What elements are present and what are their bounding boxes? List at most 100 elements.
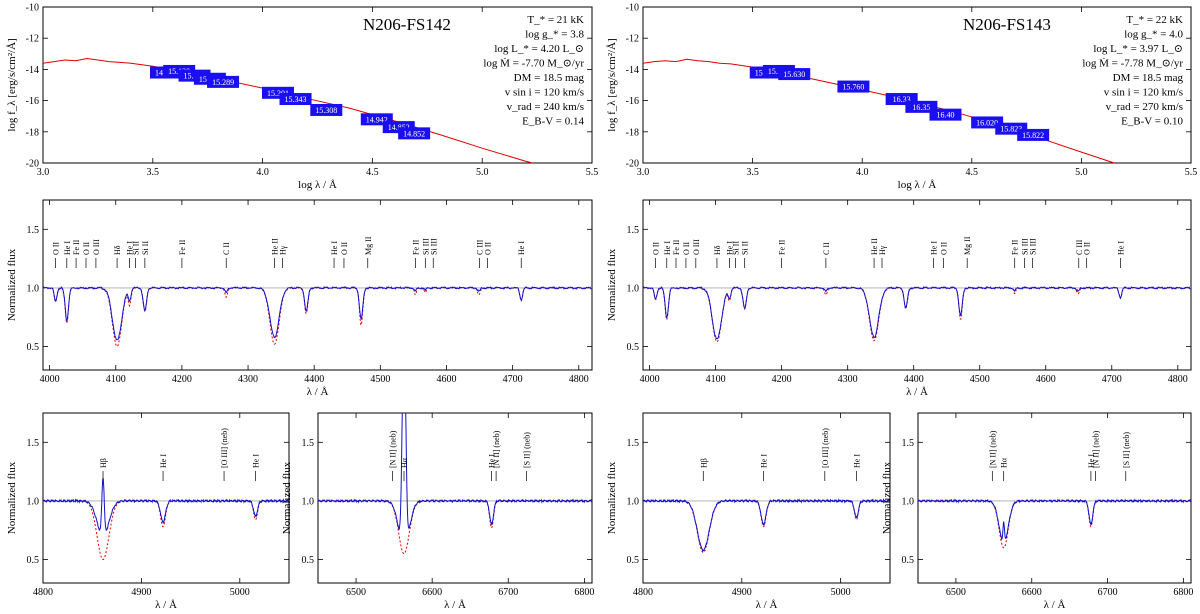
photometry-point (382, 121, 415, 134)
line-id-label: He I (126, 241, 135, 255)
line-id-label: He I (1116, 241, 1125, 255)
observed-spectrum (43, 286, 592, 341)
model-spectrum (318, 500, 592, 555)
y-tick-label: 1.0 (627, 283, 640, 294)
line-id-label: He II (870, 238, 879, 255)
x-tick-label: 4800 (569, 374, 589, 385)
y-tick-label: 1.0 (27, 283, 40, 294)
photometry-label: 15.823 (1000, 125, 1022, 134)
line-id-label: Hδ (113, 245, 122, 255)
line-id-label: Hγ (278, 245, 287, 255)
line-id-label: Hβ (99, 458, 108, 468)
x-tick-label: 4500 (370, 374, 390, 385)
y-tick-label: -18 (26, 127, 39, 138)
photometry-point (971, 116, 1004, 129)
y-tick-label: -20 (626, 159, 639, 170)
line-id-label: Mg II (963, 236, 972, 255)
line-id-label: [N II] (neb) (389, 430, 398, 468)
photometry-point (905, 100, 938, 113)
line-id-label: Fe II (411, 239, 420, 255)
x-tick-label: 4400 (904, 374, 924, 385)
y-tick-label: 1.5 (302, 438, 315, 449)
line-id-label: Hγ (878, 245, 887, 255)
y-tick-label: 1.5 (627, 225, 640, 236)
line-id-label: Fe II (1011, 239, 1020, 255)
x-tick-label: 5000 (230, 587, 250, 598)
stellar-parameter: DM = 18.5 mag (1113, 72, 1184, 84)
stellar-parameter: log L_* = 4.20 L_⊙ (494, 43, 584, 55)
photometry-point (279, 93, 312, 106)
y-axis-label: log f_λ [erg/s/cm²/Å] (606, 38, 618, 131)
x-tick-label: 4300 (238, 374, 258, 385)
plot-frame (42, 6, 593, 164)
photometry-label: 14.852 (403, 129, 425, 138)
y-tick-label: -20 (26, 159, 39, 170)
y-axis-label: Normalized flux (6, 461, 18, 534)
line-id-label: O III (692, 239, 701, 255)
line-id-label: O II (340, 242, 349, 255)
x-tick-label: 4200 (172, 374, 192, 385)
plot-frame (642, 412, 891, 584)
panel-halpha-n206-fs142: 6500 6600 6700 6800 0.5 1.0 1.5 λ / Å Normalized… (281, 412, 594, 611)
observed-spectrum (918, 498, 1191, 541)
stellar-parameter: DM = 18.5 mag (514, 72, 585, 84)
line-id-label: O II (682, 242, 691, 255)
y-tick-label: 0.5 (627, 342, 640, 353)
line-id-label: He I (663, 241, 672, 255)
x-tick-label: 6700 (1098, 587, 1118, 598)
x-tick-label: 4800 (633, 587, 653, 598)
x-tick-label: 4600 (1036, 374, 1056, 385)
photometry-label: 15.308 (315, 106, 337, 115)
y-tick-label: 0.5 (302, 555, 315, 566)
line-id-label: He II (271, 238, 280, 255)
stellar-parameter: v_rad = 270 km/s (1106, 101, 1183, 113)
y-axis-label: Normalized flux (6, 248, 18, 321)
panel-hbeta-n206-fs143: 4800 4900 5000 0.5 1.0 1.5 λ / Å Normalized flu… (606, 412, 891, 611)
line-id-label: [O III] (neb) (220, 428, 229, 468)
y-tick-label: -14 (26, 65, 39, 76)
stellar-parameter: T_* = 22 kK (1126, 14, 1183, 26)
line-id-label: C III (476, 239, 485, 255)
line-id-label: [N II] (neb) (988, 430, 997, 468)
line-id-label: [N II] (neb) (492, 430, 501, 468)
photometry-point (837, 80, 870, 93)
photometry-point (207, 75, 240, 88)
x-tick-label: 6800 (1173, 587, 1193, 598)
x-tick-label: 6600 (422, 587, 442, 598)
line-id-label: Si II (731, 241, 740, 255)
photometry-label: 15.343 (285, 95, 307, 104)
panel-blue-optical-n206-fs142: 4000 4100 4200 4300 4400 4500 4600 4700 4800 0.5 1… (6, 199, 593, 398)
y-tick-label: -16 (626, 96, 639, 107)
line-id-label: Mg II (364, 236, 373, 255)
line-id-label: Si III (429, 238, 438, 255)
observed-spectrum (643, 286, 1191, 340)
line-id-label: He I (517, 241, 526, 255)
photometry-point (1017, 128, 1050, 141)
line-id-label: Si III (1029, 238, 1038, 255)
photometry-label: 15.289 (212, 78, 234, 87)
photometry-label: 16.33 (893, 95, 911, 104)
y-tick-label: -18 (626, 127, 639, 138)
observed-spectrum (318, 413, 592, 531)
x-tick-label: 4000 (640, 374, 660, 385)
stellar-parameter: E_B-V = 0.14 (522, 116, 584, 128)
line-id-label: O II (652, 242, 661, 255)
model-spectrum (643, 287, 1191, 343)
stellar-parameter: log Ṁ = -7.70 M_⊙/yr (483, 58, 584, 70)
x-axis-label: λ / Å (155, 599, 177, 611)
line-id-label: He I (252, 454, 261, 468)
plot-frame (317, 412, 593, 584)
line-id-label: Fe II (178, 239, 187, 255)
x-tick-label: 6600 (1022, 587, 1042, 598)
photometry-point (398, 127, 431, 140)
plot-frame (42, 199, 593, 371)
line-id-label: He I (852, 454, 861, 468)
line-id-label: Fe II (72, 239, 81, 255)
x-axis-label: log λ / Å (298, 179, 337, 191)
x-tick-label: 4.5 (966, 167, 979, 178)
line-id-label: C II (222, 242, 231, 255)
model-spectrum (918, 500, 1191, 549)
star-name: N206-FS143 (963, 15, 1051, 34)
observed-spectrum (43, 477, 289, 531)
plot-frame (642, 199, 1192, 371)
